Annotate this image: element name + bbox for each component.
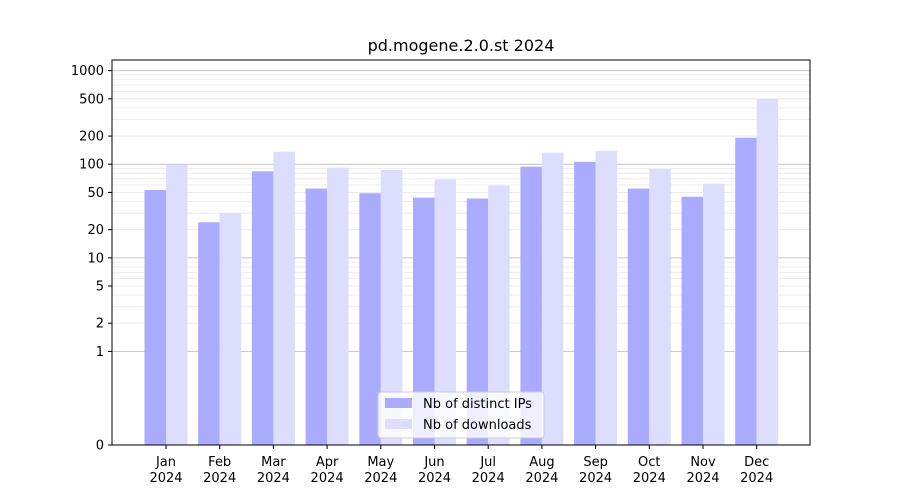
x-tick-label-month: Oct — [638, 455, 660, 470]
bar-distinct-ips-jun — [413, 197, 435, 445]
bar-distinct-ips-feb — [198, 222, 220, 445]
x-tick-label-month: Mar — [261, 455, 286, 470]
plot-area-frame — [111, 59, 811, 446]
bar-distinct-ips-sep — [574, 161, 596, 445]
bar-downloads-dec — [756, 98, 779, 446]
x-tick-label-year: 2024 — [686, 471, 719, 486]
bar-distinct-ips-may — [359, 193, 381, 445]
legend-box — [377, 391, 545, 439]
y-tick-label: 500 — [79, 92, 104, 107]
y-tick-label: 50 — [87, 186, 104, 201]
bars — [144, 98, 779, 446]
x-tick-label-month: Aug — [529, 455, 554, 470]
bar-distinct-ips-apr — [305, 188, 328, 445]
x-tick-label-year: 2024 — [149, 471, 182, 486]
x-tick-label-month: Dec — [744, 455, 769, 470]
x-tick-label-year: 2024 — [311, 471, 344, 486]
x-tick-label-month: Nov — [690, 455, 716, 470]
x-tick-label-month: Jul — [479, 455, 496, 470]
bar-downloads-jan — [166, 164, 188, 445]
x-tick-label-year: 2024 — [257, 471, 290, 486]
y-tick-label: 1 — [96, 345, 104, 360]
x-tick-label-year: 2024 — [633, 471, 666, 486]
y-tick-label: 200 — [79, 130, 104, 145]
x-tick-label-month: Feb — [208, 455, 231, 470]
y-tick-label: 2 — [96, 317, 104, 332]
bar-distinct-ips-aug — [520, 166, 542, 446]
legend: Nb of distinct IPs Nb of downloads — [377, 391, 545, 439]
bar-distinct-ips-mar — [251, 171, 274, 445]
bar-distinct-ips-nov — [681, 196, 703, 445]
y-axis: 0 1 2 5 10 20 50 100 200 500 1000 — [71, 64, 112, 454]
legend-swatch-distinct-ips — [385, 398, 412, 408]
x-tick-label-year: 2024 — [740, 471, 773, 486]
x-tick-label-month: May — [367, 455, 394, 470]
bar-distinct-ips-jul — [466, 198, 489, 445]
x-tick-label-month: Sep — [583, 455, 608, 470]
x-tick-label-year: 2024 — [364, 471, 397, 486]
y-tick-label: 1000 — [71, 64, 104, 79]
x-tick-label-month: Jun — [423, 455, 444, 470]
bar-downloads-oct — [649, 168, 671, 445]
y-tick-label: 0 — [96, 439, 104, 454]
legend-swatch-downloads — [385, 419, 412, 429]
y-tick-label: 20 — [87, 223, 104, 238]
x-tick-label-year: 2024 — [472, 471, 505, 486]
y-tick-label: 5 — [96, 280, 104, 295]
bar-downloads-may — [380, 169, 403, 445]
y-tick-label: 100 — [79, 158, 104, 173]
bar-downloads-aug — [541, 152, 564, 445]
x-tick-label-year: 2024 — [579, 471, 612, 486]
bar-downloads-nov — [703, 183, 725, 445]
x-tick-label-year: 2024 — [203, 471, 236, 486]
bar-downloads-jun — [434, 179, 456, 445]
bar-downloads-sep — [595, 150, 618, 445]
x-axis: Jan2024Feb2024Mar2024Apr2024May2024Jun20… — [149, 445, 773, 486]
x-tick-label-year: 2024 — [418, 471, 451, 486]
bar-downloads-apr — [327, 167, 349, 445]
legend-label-distinct-ips: Nb of distinct IPs — [423, 397, 532, 412]
bar-downloads-feb — [219, 213, 242, 445]
bar-distinct-ips-dec — [735, 137, 757, 445]
x-tick-label-year: 2024 — [525, 471, 558, 486]
legend-label-downloads: Nb of downloads — [423, 418, 532, 433]
y-tick-label: 10 — [87, 251, 104, 266]
x-tick-label-month: Apr — [316, 455, 339, 470]
x-tick-label-month: Jan — [155, 455, 176, 470]
bar-distinct-ips-oct — [627, 188, 650, 445]
bar-distinct-ips-jan — [144, 190, 166, 445]
chart-title: pd.mogene.2.0.st 2024 — [368, 36, 555, 55]
bar-downloads-jul — [488, 185, 510, 446]
bar-downloads-mar — [273, 151, 295, 445]
